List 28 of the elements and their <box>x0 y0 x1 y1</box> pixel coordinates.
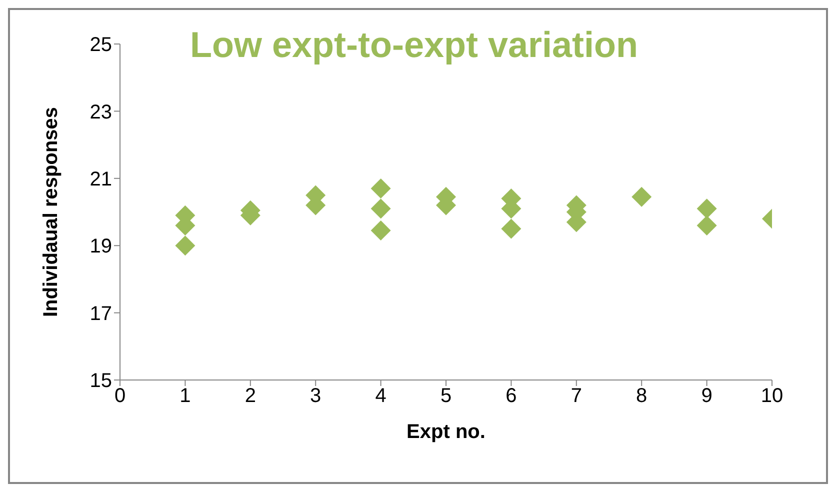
point <box>632 186 652 207</box>
point <box>370 178 391 198</box>
y-tick-label: 19 <box>90 236 112 258</box>
x-tick-label: 9 <box>701 385 712 408</box>
point <box>696 215 717 236</box>
point <box>370 198 391 219</box>
point <box>175 236 196 256</box>
y-tick-label: 25 <box>90 34 112 56</box>
x-tick-label: 1 <box>180 385 191 408</box>
y-axis-title: Individaual responses <box>40 106 62 318</box>
point <box>501 218 522 239</box>
y-tick-label: 17 <box>90 302 112 325</box>
x-tick-label: 10 <box>760 385 784 408</box>
point <box>696 198 717 219</box>
x-axis-title: Expt no. <box>406 421 486 443</box>
x-tick-label: 5 <box>440 385 452 408</box>
x-tick-label: 6 <box>506 385 517 408</box>
y-tick-label: 15 <box>90 370 112 392</box>
x-tick-label: 4 <box>375 385 386 408</box>
x-tick-label: 8 <box>636 385 648 408</box>
x-tick-label: 3 <box>310 385 322 408</box>
x-tick-label: 2 <box>244 385 256 408</box>
chart-title: Low expt-to-expt variation <box>190 24 638 66</box>
point <box>370 220 391 240</box>
y-tick-label: 23 <box>90 101 112 124</box>
y-tick-label: 21 <box>90 168 112 190</box>
x-tick-label: 7 <box>570 385 582 408</box>
x-tick-label: 0 <box>114 385 126 408</box>
